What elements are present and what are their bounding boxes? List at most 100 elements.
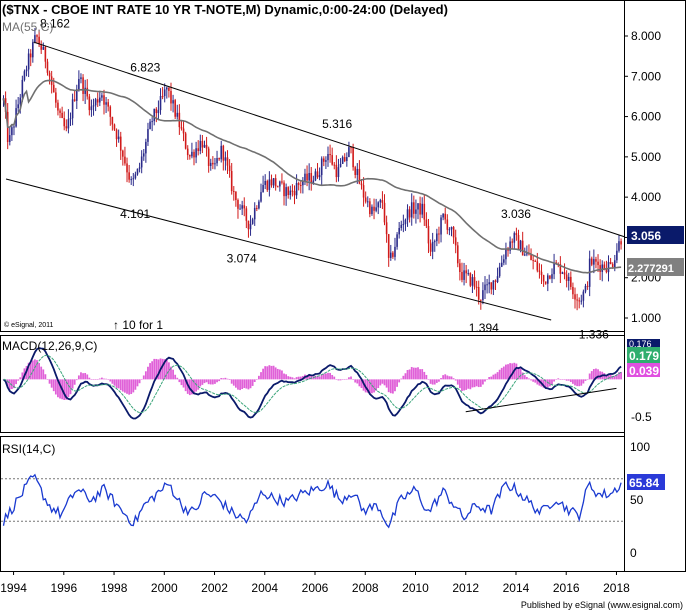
price-candle-body (126, 163, 128, 173)
price-candle-body (262, 184, 264, 193)
price-candle-body (586, 285, 589, 287)
macd-histogram-bar (507, 364, 509, 380)
macd-histogram-bar (308, 374, 311, 380)
price-candle-body (226, 157, 229, 166)
macd-ytick-label: -0.5 (631, 410, 652, 424)
price-candle-body (549, 275, 551, 279)
macd-histogram-bar (241, 379, 244, 389)
price-candle-body (272, 178, 275, 186)
price-candle-body (119, 136, 122, 151)
price-candle-body (136, 168, 139, 175)
macd-histogram-bar (517, 367, 520, 380)
macd-histogram-bar (161, 358, 164, 380)
price-candle-body (134, 174, 137, 179)
macd-histogram-bar (337, 379, 340, 381)
x-tick-label: 2000 (151, 581, 178, 595)
macd-histogram-bar (394, 379, 396, 392)
macd-histogram-bar (165, 360, 168, 380)
price-candle-body (276, 186, 279, 188)
macd-histogram-bar (176, 377, 179, 380)
macd-histogram-bar (245, 379, 248, 389)
price-candle-body (302, 181, 304, 186)
price-ytick-label: 6.000 (631, 110, 661, 124)
price-candle-body (46, 61, 49, 73)
price-candle-body (312, 180, 315, 184)
price-annotations: 8.162 6.823 4.101 3.074 5.316 1.394 3.036 1.336 (40, 16, 609, 341)
macd-histogram-bar (578, 379, 581, 387)
macd-histogram-bar (293, 378, 296, 380)
macd-histogram-bar (8, 379, 11, 390)
price-candle-body (438, 233, 440, 235)
macd-histogram-bar (592, 369, 595, 380)
price-ytick-label: 8.000 (631, 29, 661, 43)
price-candle-body (383, 202, 386, 223)
price-candle-body (580, 300, 583, 302)
price-candle-body (140, 156, 143, 168)
macd-histogram-bar (153, 358, 156, 380)
price-candle-body (381, 200, 384, 203)
macd-histogram-bar (421, 369, 424, 380)
price-annotation: 8.162 (40, 16, 70, 30)
macd-histogram-bar (398, 379, 401, 383)
macd-histogram-bar (63, 379, 66, 400)
macd-histogram-bar (404, 373, 407, 380)
price-candle-body (155, 108, 158, 114)
macd-histogram-bar (611, 375, 614, 380)
macd-histogram-bar (400, 378, 403, 380)
macd-histogram-bar (471, 379, 474, 388)
macd-histogram-bar (19, 377, 22, 380)
macd-histogram-bar (193, 379, 195, 395)
macd-value-tag: 0.179 (629, 349, 659, 363)
price-candle-body (199, 140, 202, 152)
price-candle-body (75, 89, 78, 101)
macd-histogram-bar (90, 379, 93, 380)
macd-histogram-bar (475, 379, 478, 387)
macd-histogram-bar (314, 375, 317, 380)
macd-histogram-bar (107, 379, 110, 380)
macd-histogram-bar (84, 373, 87, 380)
price-candle-body (402, 224, 405, 226)
price-candle-body (86, 87, 89, 97)
macd-histogram-bar (482, 379, 484, 385)
macd-histogram-bar (509, 363, 512, 380)
macd-histogram-bar (86, 374, 89, 380)
macd-histogram-bar (498, 369, 501, 380)
x-tick-label: 2004 (251, 581, 278, 595)
macd-histogram-bar (178, 379, 181, 383)
macd-histogram-bar (521, 372, 524, 380)
price-candle-body (521, 240, 524, 256)
macd-histogram-bar (138, 379, 141, 384)
price-candle-body (113, 124, 116, 130)
signal-value-tag-bg (627, 363, 660, 377)
macd-histogram-bar (142, 375, 145, 380)
macd-histogram-bar (377, 379, 380, 389)
macd-histogram-bar (567, 379, 570, 381)
macd-histogram-bar (412, 367, 415, 380)
macd-histogram-bar (291, 377, 294, 380)
price-candle-body (297, 183, 300, 185)
price-candle-body (44, 46, 47, 62)
price-candle-body (161, 96, 164, 98)
price-candle-body (611, 264, 614, 268)
price-candle-body (599, 265, 601, 272)
macd-histogram-bar (396, 379, 398, 387)
price-candle-body (209, 162, 212, 166)
macd-histogram-bar (182, 379, 185, 388)
price-candle-body (507, 249, 509, 251)
price-candle-body (513, 233, 516, 243)
price-candle-body (163, 89, 166, 97)
price-candle-body (258, 201, 260, 209)
price-candle-body (145, 141, 147, 154)
price-candle-body (371, 206, 373, 215)
last-price-tag-bg (627, 226, 684, 244)
macd-histogram-bar (534, 379, 537, 383)
price-candle-body (247, 220, 250, 230)
price-candle-body (105, 102, 107, 105)
price-candle-body (224, 157, 227, 161)
macd-histogram-bar (167, 362, 170, 380)
price-candle-body (348, 147, 350, 158)
price-candle-body (182, 128, 185, 134)
price-candle-body (385, 222, 388, 235)
price-candle-body (318, 175, 321, 178)
macd-histogram-bar (94, 379, 97, 380)
